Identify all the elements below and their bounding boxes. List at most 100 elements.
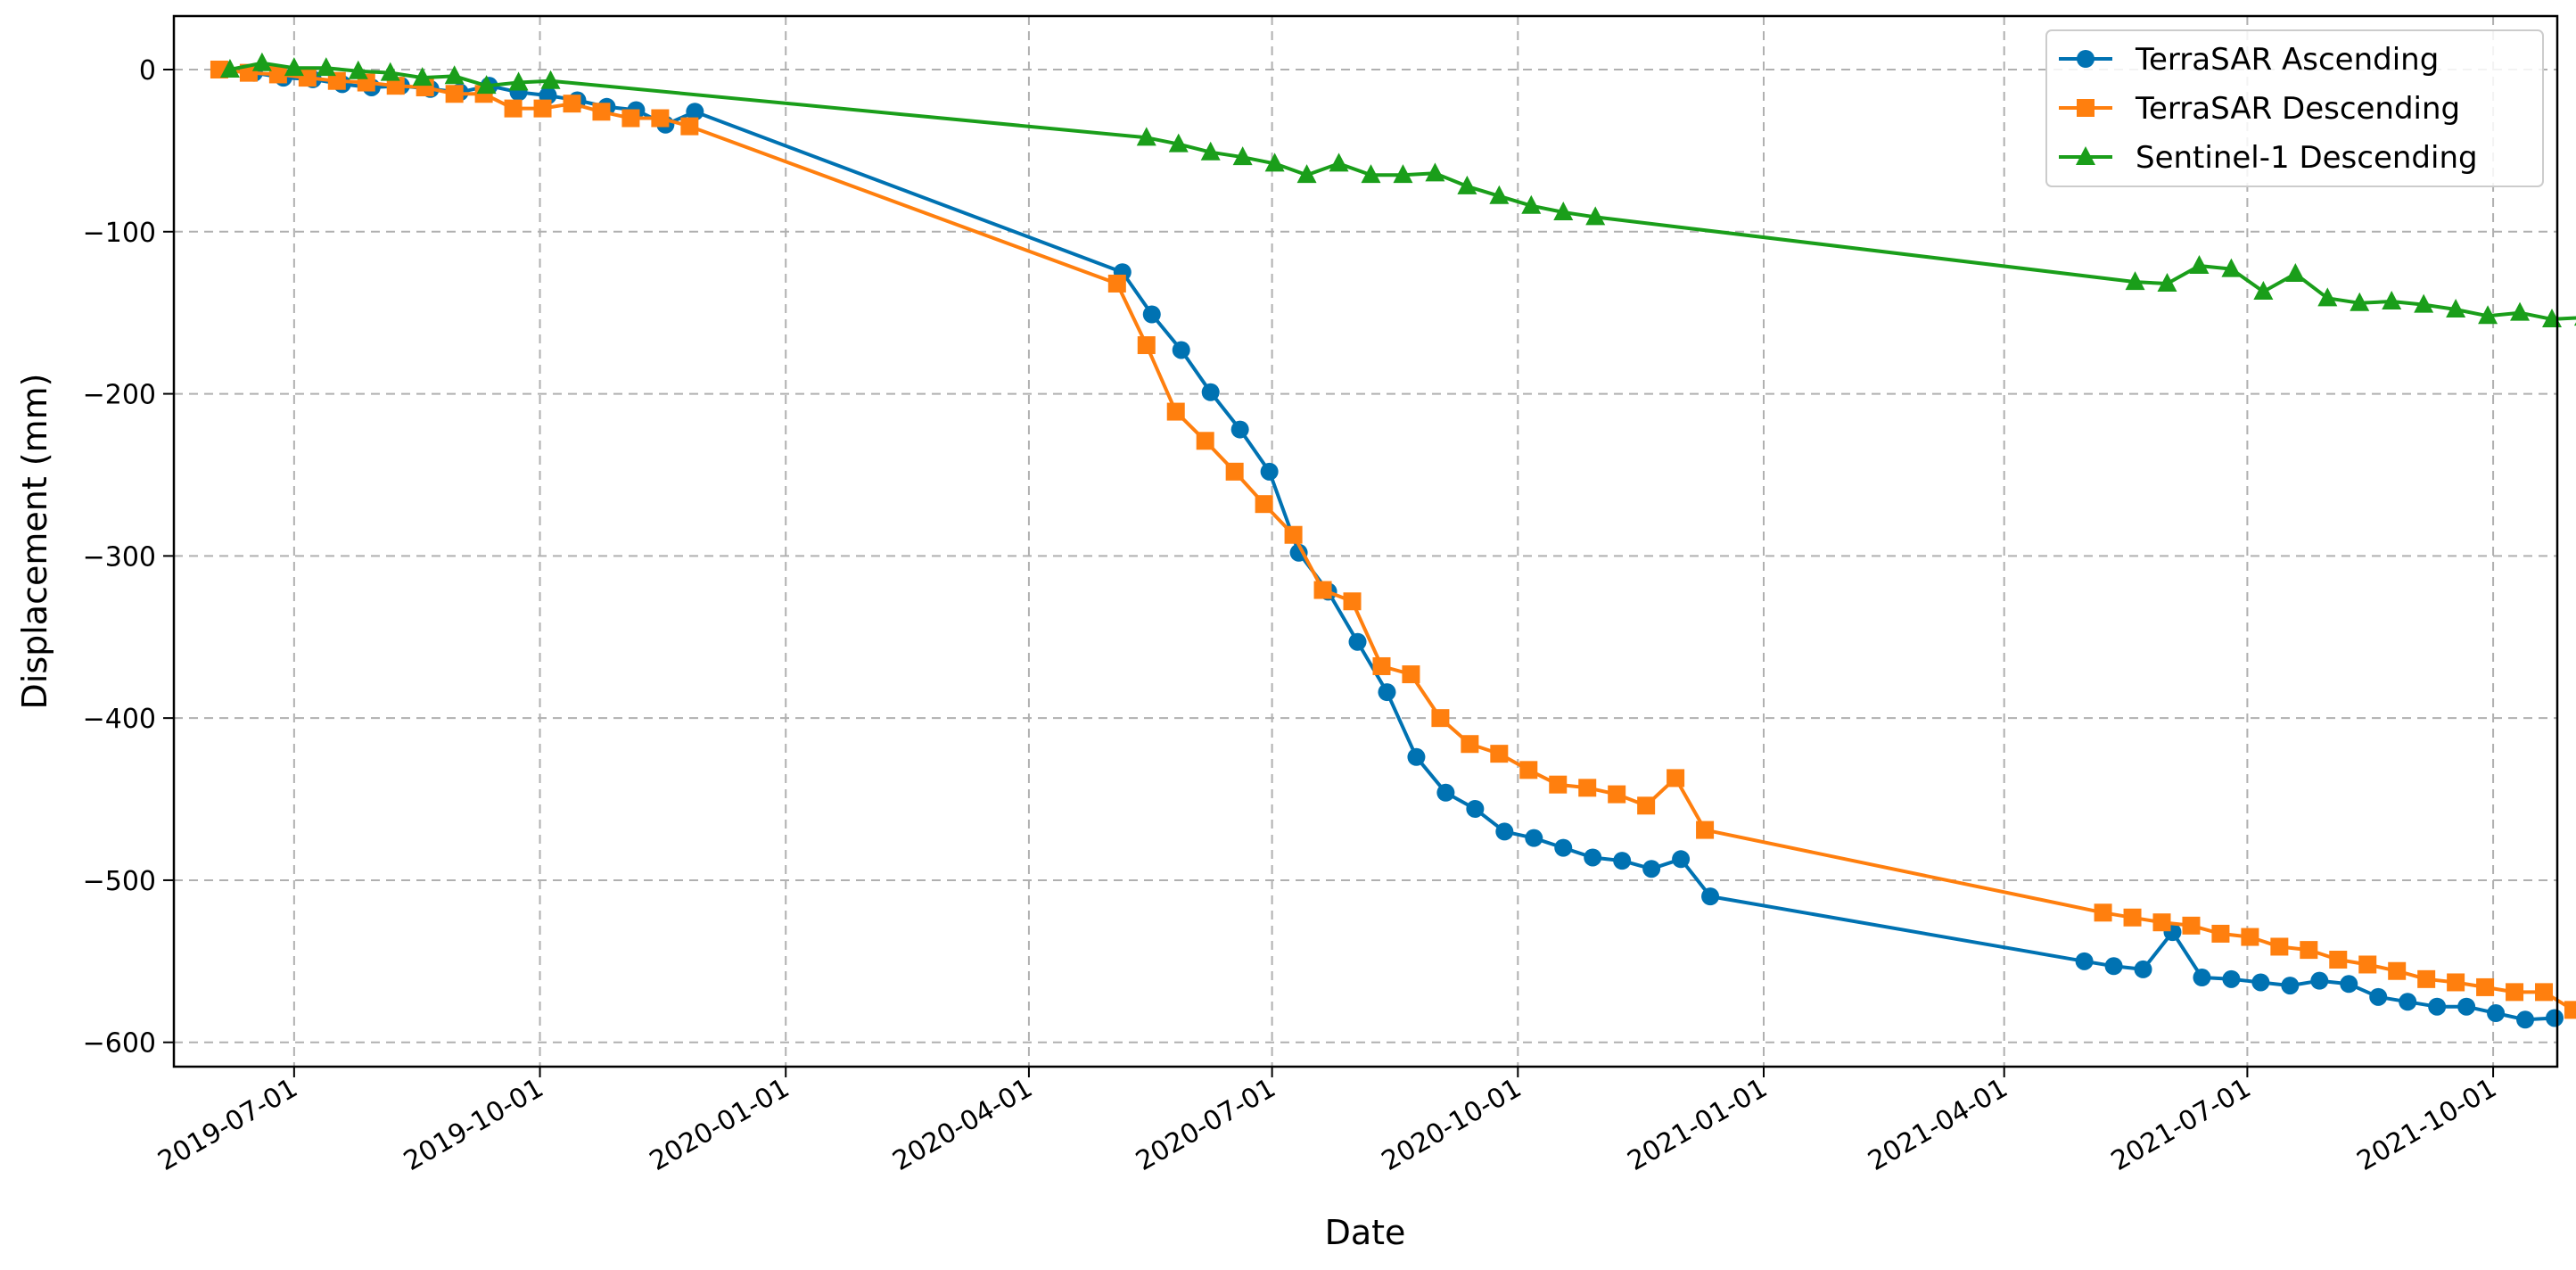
data-point [2270, 937, 2289, 956]
data-point [1296, 164, 1317, 184]
data-point [2152, 913, 2171, 932]
legend-entry: TerraSAR Descending [2059, 91, 2460, 127]
data-point [1608, 785, 1626, 804]
data-point [298, 69, 317, 87]
data-point [651, 109, 670, 128]
data-point [1172, 341, 1190, 359]
data-point [316, 57, 336, 77]
data-point [1549, 775, 1568, 794]
legend-marker [2076, 146, 2095, 165]
data-point [327, 71, 346, 90]
data-point [2134, 960, 2152, 978]
data-point [1490, 745, 1509, 763]
data-point [1553, 201, 1574, 220]
data-point [533, 99, 552, 118]
data-point [1232, 146, 1253, 166]
data-point [2285, 263, 2306, 283]
data-point [2104, 957, 2123, 976]
data-point [2189, 254, 2210, 274]
legend-marker [2077, 50, 2095, 68]
data-point [2221, 258, 2242, 277]
data-point [2300, 941, 2318, 960]
data-point [1637, 796, 1656, 815]
data-point [2478, 305, 2498, 325]
data-point [1264, 153, 1285, 172]
data-point [2125, 271, 2145, 291]
data-point [2157, 272, 2177, 292]
data-point [1667, 769, 1685, 788]
data-point [1407, 747, 1426, 766]
data-point [1519, 761, 1538, 779]
y-axis-ticks: 0 −100 −200 −300 −400 −500 −600 [83, 55, 174, 1060]
data-point [1289, 543, 1308, 562]
data-point [284, 57, 304, 77]
legend: TerraSAR Ascending TerraSAR Descending Sen… [2045, 29, 2544, 187]
data-point [2310, 971, 2329, 990]
data-point [1672, 850, 1691, 869]
data-point [2399, 993, 2417, 1011]
data-point [1196, 432, 1214, 450]
data-point [1200, 141, 1221, 161]
legend-label: Sentinel-1 Descending [2136, 140, 2478, 176]
data-point [2388, 961, 2407, 980]
data-point [1431, 709, 1450, 728]
data-point [445, 85, 464, 103]
data-point [1466, 799, 1485, 818]
data-point [2457, 997, 2476, 1016]
data-point [1225, 462, 1244, 481]
data-point [2447, 973, 2465, 992]
data-point [2476, 977, 2495, 996]
data-point [1260, 462, 1279, 481]
grid-lines [174, 16, 2557, 1067]
data-point [2251, 973, 2270, 992]
data-point [1495, 822, 1514, 841]
data-point [1701, 887, 1720, 906]
data-point [1393, 164, 1413, 184]
data-point [1525, 829, 1543, 847]
plot-area-frame [172, 14, 2559, 1068]
data-point [1166, 402, 1185, 421]
data-point [1642, 860, 1661, 878]
data-point [1461, 735, 1479, 754]
y-tick-label: −600 [83, 1028, 156, 1060]
y-tick-label: 0 [139, 55, 156, 87]
data-point [680, 117, 699, 136]
data-point [2317, 287, 2338, 307]
data-point [2241, 928, 2259, 946]
data-point [380, 62, 400, 81]
data-point [1372, 656, 1391, 675]
data-point [2564, 1001, 2576, 1019]
data-point [1142, 305, 1161, 324]
legend-entry: TerraSAR Ascending [2059, 42, 2439, 78]
data-point [1378, 683, 1396, 702]
data-point [1348, 632, 1367, 651]
data-point [1361, 164, 1381, 184]
data-point [2329, 951, 2348, 969]
data-point [2340, 975, 2358, 994]
series-terrasar-descending [210, 60, 2576, 1019]
legend-entry: Sentinel-1 Descending [2059, 140, 2478, 176]
data-point [1585, 206, 1606, 226]
data-point [268, 65, 287, 84]
data-point [2193, 969, 2211, 987]
data-point [2075, 952, 2094, 970]
data-point [1255, 495, 1273, 514]
data-point [1402, 665, 1420, 684]
data-point [1457, 175, 1477, 194]
data-point [2546, 1009, 2564, 1027]
y-axis-title: Displacement (mm) [15, 374, 54, 710]
data-point [563, 95, 581, 113]
data-point [2414, 293, 2434, 313]
data-point [504, 99, 523, 118]
data-point [2382, 290, 2402, 309]
data-point [476, 75, 497, 95]
y-tick-label: −300 [83, 541, 156, 573]
data-point [2446, 299, 2466, 318]
y-tick-label: −200 [83, 380, 156, 411]
data-point [444, 65, 465, 85]
data-point [1136, 127, 1156, 146]
data-point [1284, 525, 1303, 544]
data-point [2369, 987, 2388, 1006]
